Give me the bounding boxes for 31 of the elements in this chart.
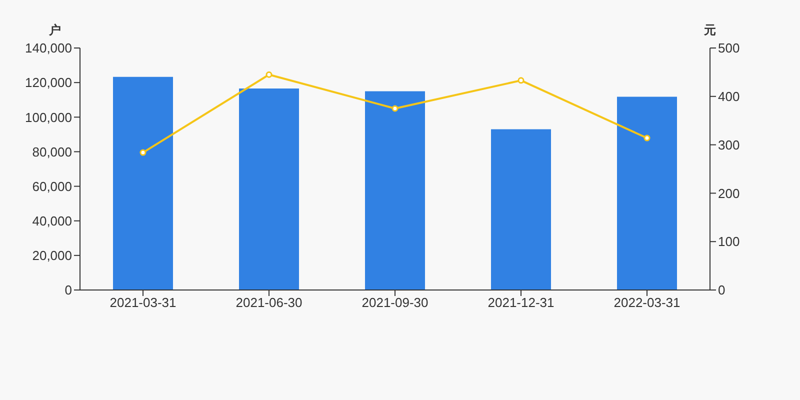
point — [644, 134, 650, 142]
x-tick-label: 2021-03-31 — [110, 295, 176, 310]
x-tick-label: 2021-09-30 — [362, 295, 428, 310]
y2-tick-label: 100 — [718, 234, 740, 250]
y-axis-title: 户 — [48, 23, 61, 37]
y-tick-label: 140,000 — [25, 40, 72, 56]
y2-tick-label: 0 — [718, 282, 726, 298]
bar — [617, 96, 677, 290]
y-tick-label: 40,000 — [32, 213, 72, 228]
bar — [491, 129, 551, 290]
y2-tick-label: 400 — [718, 89, 740, 104]
bar — [365, 91, 425, 290]
y-tick-label: 120,000 — [25, 75, 72, 90]
y-tick-label: 100,000 — [25, 110, 72, 125]
point — [266, 71, 272, 78]
x-tick-label: 2021-06-30 — [236, 295, 302, 310]
point — [392, 105, 398, 112]
bar — [113, 76, 173, 290]
y2-tick-label: 500 — [718, 40, 740, 56]
y2-tick-label: 300 — [718, 137, 740, 152]
y2-tick-label: 200 — [718, 186, 740, 201]
x-tick-label: 2021-12-31 — [488, 295, 554, 310]
y2-axis-title: 元 — [703, 23, 716, 37]
bar — [239, 88, 299, 290]
point — [140, 149, 146, 156]
y-tick-label: 0 — [64, 282, 72, 298]
point — [518, 77, 524, 84]
y-tick-label: 80,000 — [32, 144, 72, 160]
y-tick-label: 20,000 — [32, 248, 72, 264]
x-tick-label: 2022-03-31 — [614, 295, 680, 310]
y-tick-label: 60,000 — [32, 178, 72, 194]
